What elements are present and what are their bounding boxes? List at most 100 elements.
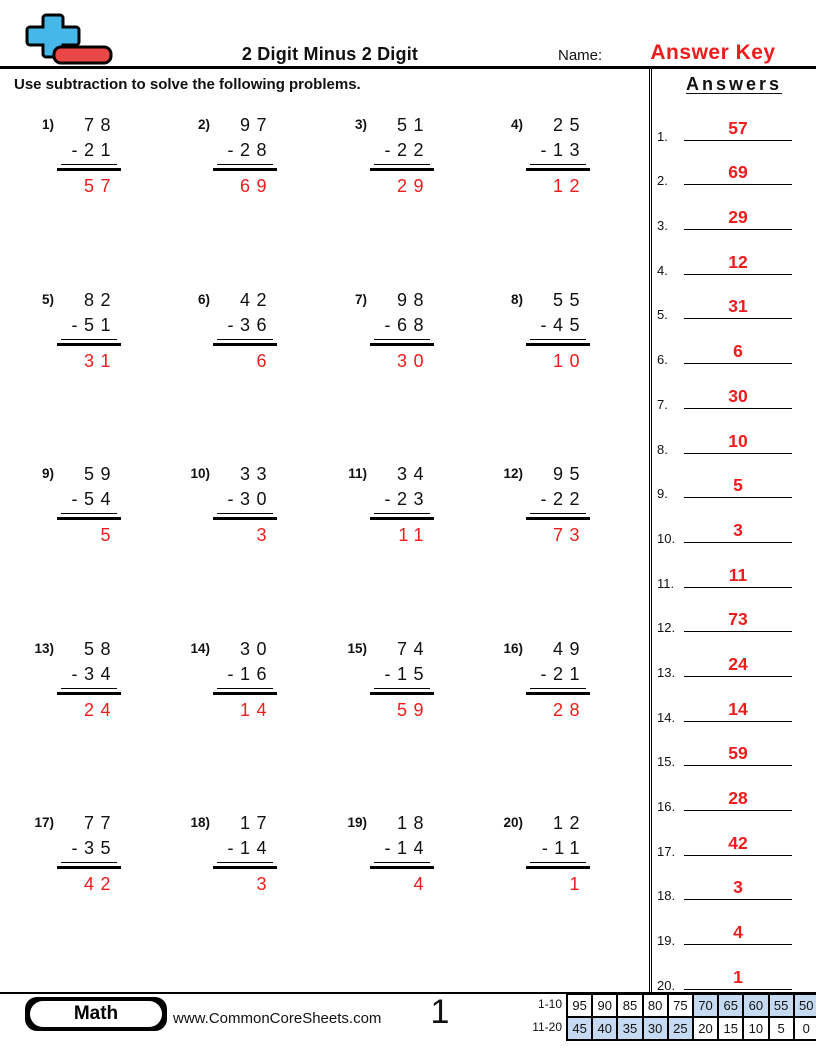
- problem-number: 13): [34, 640, 54, 656]
- score-row: 95 90 85 80 75 70 65 60 55 50: [567, 994, 816, 1017]
- problem: 1) 78 -21 57: [30, 113, 186, 288]
- answer-blank-line: 3: [684, 877, 792, 901]
- problem-number: 16): [503, 640, 523, 656]
- problem-work: 49 -21 28: [526, 637, 590, 723]
- score-cell: 10: [743, 1017, 769, 1040]
- answer-item: 7. 30: [650, 370, 816, 415]
- equals-line: [57, 691, 121, 695]
- problem-work: 51 -22 29: [370, 113, 434, 199]
- equals-line: [370, 517, 434, 520]
- problem-work: 77 -35 42: [57, 811, 121, 897]
- problem-work: 98 -68 30: [370, 288, 434, 374]
- problem-answer: 24: [83, 699, 117, 720]
- answer-item: 6. 6: [650, 325, 816, 370]
- subtrahend: -15: [374, 662, 430, 689]
- answer-item: 8. 10: [650, 415, 816, 460]
- minuend: 78: [83, 115, 117, 135]
- equals-line: [57, 517, 121, 520]
- subject-badge-label: Math: [30, 1001, 162, 1027]
- answers-divider: [649, 69, 652, 993]
- answer-item-number: 16.: [657, 799, 676, 814]
- equals-line: [213, 691, 277, 695]
- problem-answer: 29: [396, 176, 430, 196]
- page-title: 2 Digit Minus 2 Digit: [241, 44, 419, 64]
- problem-work: 18 -14 4: [370, 811, 434, 897]
- problem: 19) 18 -14 4: [343, 811, 499, 986]
- answer-item-number: 7.: [657, 396, 668, 412]
- answer-item-number: 20.: [657, 977, 676, 993]
- problem-work: 82 -51 31: [57, 288, 121, 374]
- minuend: 18: [396, 813, 430, 833]
- minuend: 30: [239, 638, 273, 659]
- problem-answer: 12: [552, 176, 586, 196]
- answer-value: 69: [728, 162, 748, 183]
- answer-item-number: 18.: [657, 888, 676, 904]
- answer-blank-line: 1: [684, 967, 792, 990]
- answer-value: 6: [733, 341, 743, 362]
- problem-answer: 3: [256, 525, 273, 545]
- minuend: 98: [396, 289, 430, 310]
- subtrahend: -35: [61, 836, 117, 863]
- answer-value: 73: [728, 609, 748, 630]
- answer-item-number: 8.: [657, 441, 668, 457]
- answer-value: 57: [728, 117, 748, 138]
- answer-value: 1: [733, 966, 743, 987]
- equals-line: [213, 517, 277, 520]
- answer-item-number: 6.: [657, 352, 668, 368]
- problem-number: 15): [347, 640, 367, 656]
- answer-item-number: 15.: [657, 754, 676, 770]
- answer-item: 12. 73: [650, 594, 816, 639]
- problem-work: 17 -14 3: [213, 811, 277, 897]
- problem-number: 20): [503, 815, 523, 830]
- minuend: 97: [239, 115, 273, 135]
- answer-value: 10: [728, 430, 748, 451]
- answer-blank-line: 3: [684, 520, 792, 543]
- equals-line: [213, 866, 277, 869]
- minuend: 17: [239, 813, 273, 833]
- answer-item: 2. 69: [650, 147, 816, 192]
- minuend: 74: [396, 638, 430, 659]
- score-cell: 95: [567, 994, 593, 1017]
- answer-item: 20. 1: [650, 951, 816, 996]
- answer-blank-line: 14: [684, 699, 792, 722]
- subtrahend: -23: [374, 487, 430, 514]
- subtrahend: -16: [217, 662, 273, 689]
- problem-number: 2): [197, 117, 210, 132]
- problem: 5) 82 -51 31: [30, 288, 186, 463]
- answer-item-number: 14.: [657, 709, 676, 725]
- problem-number: 19): [347, 815, 367, 830]
- problem: 11) 34 -23 11: [343, 462, 499, 637]
- answer-blank-line: 4: [684, 922, 792, 946]
- minuend: 77: [83, 813, 117, 833]
- score-cell: 30: [642, 1017, 668, 1040]
- answer-item: 10. 3: [650, 504, 816, 549]
- answer-value: 59: [728, 743, 748, 764]
- answer-value: 4: [733, 922, 743, 943]
- answer-blank-line: 30: [684, 386, 792, 409]
- subject-badge: Math: [25, 997, 167, 1031]
- problems-grid: 1) 78 -21 57 2) 97 -28 69 3) 51 -22 29 4…: [30, 113, 654, 986]
- answer-blank-line: 11: [684, 565, 792, 588]
- score-cell: 45: [567, 1017, 593, 1040]
- problem-number: 5): [41, 291, 54, 307]
- subtrahend: -13: [530, 138, 586, 165]
- minuend: 33: [239, 464, 273, 484]
- problem: 7) 98 -68 30: [343, 288, 499, 463]
- answer-item-number: 11.: [657, 575, 675, 591]
- problem-answer: 6: [256, 350, 273, 371]
- problem-number: 17): [34, 815, 54, 830]
- equals-line: [370, 168, 434, 171]
- problem: 16) 49 -21 28: [499, 637, 654, 812]
- answer-value: 42: [728, 832, 748, 853]
- answer-item: 9. 5: [650, 460, 816, 505]
- equals-line: [213, 342, 277, 346]
- problem-work: 33 -30 3: [213, 462, 277, 548]
- subtrahend: -11: [530, 836, 586, 863]
- subtrahend: -21: [61, 138, 117, 165]
- problem: 4) 25 -13 12: [499, 113, 654, 288]
- problem-work: 95 -22 73: [526, 462, 590, 548]
- score-cell: 25: [667, 1017, 693, 1040]
- problem-work: 78 -21 57: [57, 113, 121, 199]
- minuend: 95: [552, 464, 586, 484]
- subtrahend: -22: [530, 487, 586, 514]
